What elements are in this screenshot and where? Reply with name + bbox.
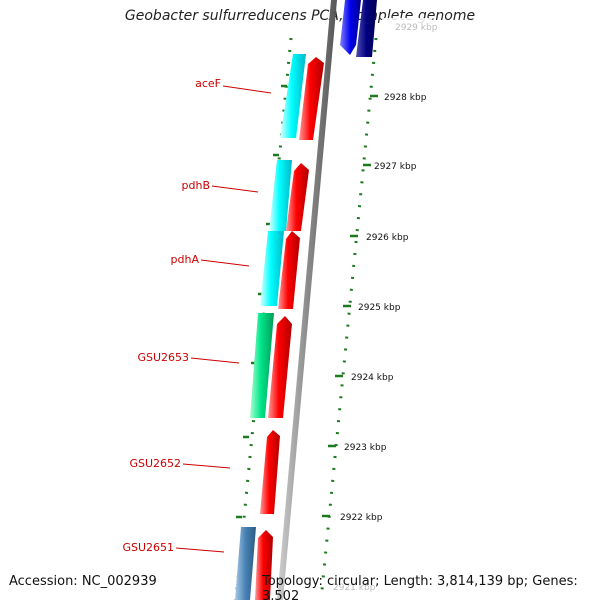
tick-label: 2927 kbp	[374, 162, 417, 172]
cds-forward-navy	[356, 0, 377, 57]
tick-label: 2922 kbp	[340, 513, 383, 523]
tick-label: 2923 kbp	[344, 443, 387, 453]
cds-reverse-gsu2652	[260, 430, 280, 514]
gene-feature-acef	[280, 54, 306, 138]
cds-reverse-gsu2651	[255, 530, 273, 600]
cds-reverse-pdhb	[286, 163, 309, 231]
gene-label-gsu2652: GSU2652	[129, 457, 181, 470]
gene-label-pdhb: pdhB	[182, 179, 210, 192]
gene-feature-pdhb	[269, 160, 292, 231]
tick-label: 2924 kbp	[351, 373, 394, 383]
gene-label-leaders	[175, 85, 272, 553]
cds-reverse-gsu2653	[268, 316, 292, 418]
kbp-scale-labels: 2929 kbp 2928 kbp 2927 kbp 2926 kbp 2925…	[333, 23, 438, 593]
scale-fade-box	[382, 18, 432, 34]
tick-label: 2926 kbp	[366, 233, 409, 243]
tick-label: 2921 kbp	[333, 583, 376, 593]
gene-label-gsu2653: GSU2653	[137, 351, 189, 364]
gene-feature-pdha	[260, 231, 284, 306]
genome-summary-text: Topology: circular; Length: 3,814,139 bp…	[262, 574, 578, 600]
tick-label: 2925 kbp	[358, 303, 401, 313]
gene-labels: aceF pdhB pdhA GSU2653 GSU2652 GSU2651	[122, 77, 221, 554]
cds-forward-blue	[340, 0, 361, 55]
outer-tick-ruler	[320, 37, 378, 591]
tick-label: 2928 kbp	[384, 93, 427, 103]
gene-feature-gsu2653	[250, 313, 274, 418]
tick-label: 2929 kbp	[395, 23, 438, 33]
gene-label-acef: aceF	[195, 77, 221, 90]
inner-major-ticks	[236, 84, 287, 519]
genome-backbone	[277, 0, 337, 600]
accession-text: Accession: NC_002939	[9, 574, 157, 589]
cds-reverse-acef	[299, 57, 324, 140]
gene-label-gsu2651: GSU2651	[122, 541, 174, 554]
outer-major-ticks	[322, 94, 378, 518]
gene-label-pdha: pdhA	[171, 253, 200, 266]
gene-feature-gsu2651	[235, 527, 256, 600]
cds-reverse-pdha	[278, 231, 300, 309]
